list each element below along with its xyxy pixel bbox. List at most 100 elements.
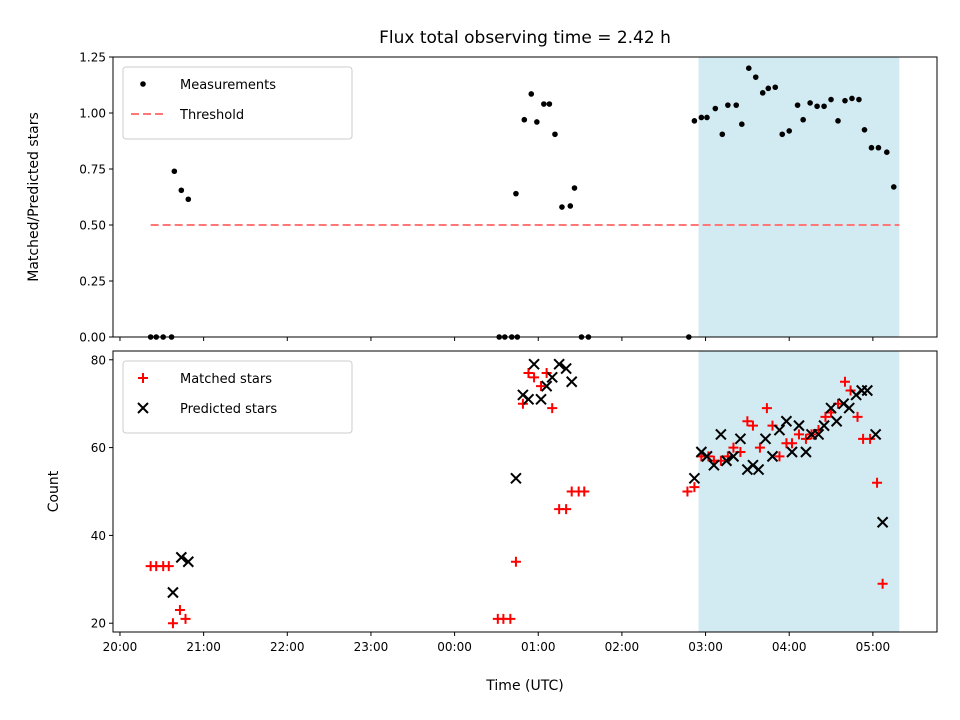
predicted-stars-point [510,472,522,485]
predicted-stars-point [182,556,194,568]
matched-stars-point [510,556,521,567]
bottom-panel-y-label: Count [46,470,62,512]
predicted-stars-point [752,463,765,476]
matched-stars-point [579,486,590,497]
predicted-stars-point [565,376,578,388]
matched-stars-point [505,613,516,624]
predicted-stars-point [715,428,727,441]
measurements-point [800,116,806,123]
legend-label: Predicted stars [180,402,277,417]
measurements-point [719,131,726,138]
y-tick-label: 0.00 [79,331,106,345]
x-tick-label: 01:00 [521,640,556,654]
measurements-point [779,131,786,138]
predicted-stars-point [546,371,558,384]
predicted-stars-point [535,393,547,406]
measurements-point [552,131,558,138]
x-tick-label: 23:00 [354,640,389,654]
matched-stars-point [754,442,765,453]
y-tick-label: 0.25 [79,275,106,289]
measurements-point [786,128,793,134]
measurements-point [691,118,698,124]
matched-stars-point [536,381,547,392]
bottom-panel-y-ticks: 20 40 60 80 [91,353,113,631]
matched-stars-point [820,411,831,422]
predicted-stars-point [727,450,740,463]
y-tick-label: 1.25 [79,51,106,65]
x-tick-label: 21:00 [186,640,221,654]
measurements-point [875,144,882,151]
predicted-stars-point [175,551,188,564]
measurements-point [567,203,574,209]
predicted-stars-point [825,402,837,414]
measurements-point [765,85,772,92]
predicted-stars-point [167,586,179,599]
measurements-point [513,190,519,197]
top-panel-x-ticks [119,337,874,341]
measurements-point [178,187,185,194]
measurements-point [856,96,862,103]
measurements-point [890,184,897,190]
legend-marker-swatch [137,402,149,414]
top-panel: 0.00 0.25 0.50 0.75 1.00 1.25 Matched/Predict… [26,51,938,345]
measurements-point [772,84,779,91]
bottom-panel-x-ticks: 20:00 21:00 22:00 23:00 00:00 01:00 02:00 03:00… [103,632,890,654]
predicted-stars-point [759,433,772,445]
predicted-stars-point [876,516,889,528]
measurements-point [171,168,178,175]
predicted-stars-point [734,433,747,445]
measurements-point [821,103,827,110]
x-axis-label: Time (UTC) [485,678,563,694]
predicted-stars-point [843,402,855,414]
measurements-point [739,121,745,127]
legend-marker-swatch [138,373,148,383]
matched-stars-point [786,438,797,449]
measurements-point [759,90,766,96]
predicted-stars-point [869,428,882,441]
measurements-point [884,149,890,155]
predicted-stars-point [830,415,843,427]
matched-stars-point [852,411,863,422]
predicted-stars-point [708,459,720,471]
predicted-stars-point [818,419,830,432]
measurements-point [835,118,841,124]
y-tick-label: 40 [91,529,106,543]
legend-marker-swatch [140,81,146,87]
measurements-point [794,102,801,108]
top-panel-y-label: Matched/Predicted stars [26,112,42,282]
matched-stars-point [747,420,758,431]
bottom-panel: 20 40 60 80 20:00 21:00 22:00 23:00 00:00 01:00 0… [46,350,938,654]
measurements-point [861,127,868,133]
x-tick-label: 02:00 [605,640,640,654]
legend-box [122,360,353,434]
predicted-stars-point [720,455,733,467]
matched-stars-point [793,429,804,440]
matched-stars-point [523,367,534,378]
measurements-point [828,96,834,103]
y-tick-label: 1.00 [79,107,106,121]
y-tick-label: 60 [91,441,106,455]
measurements-point [752,74,759,80]
matched-stars-point [682,486,693,497]
predicted-stars-point [701,450,713,463]
matched-stars-point [872,477,883,488]
y-tick-label: 20 [91,617,106,631]
predicted-stars-point [773,424,786,436]
predicted-stars-point [786,446,798,458]
measurements-point [571,185,578,191]
matched-stars-point [742,416,753,427]
predicted-stars-point [522,393,535,406]
matched-stars-point [180,613,191,624]
matched-stars-point [529,372,540,383]
measurements-point [712,105,719,112]
measurements-point [528,91,535,97]
matched-stars-point [561,504,572,515]
y-tick-label: 80 [91,353,106,367]
measurements-point [521,116,528,123]
predicted-stars-point [812,428,825,441]
matched-stars-point [839,376,850,387]
measurements-point [725,102,731,108]
predicted-stars-point [560,362,572,375]
x-tick-label: 20:00 [103,640,138,654]
matched-stars-point [774,451,785,462]
